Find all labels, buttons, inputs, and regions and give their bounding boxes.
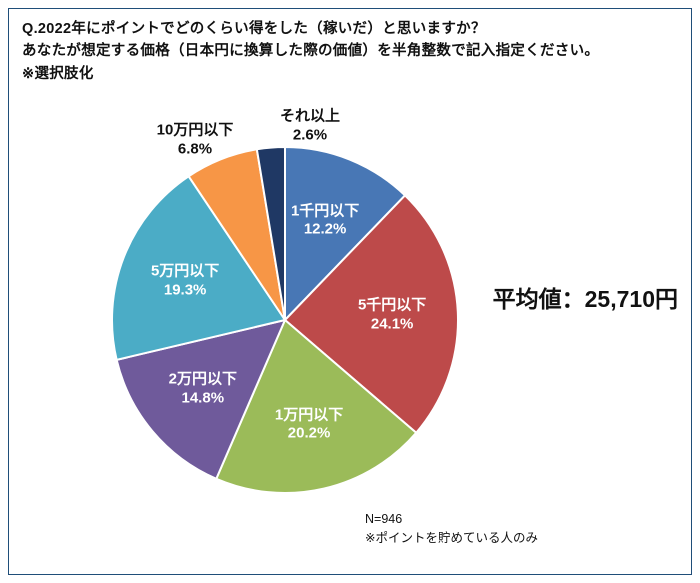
sample-note: N=946 ※ポイントを貯めている人のみ bbox=[365, 510, 538, 548]
average-value: 平均値：25,710円 bbox=[493, 280, 678, 314]
note-line2: ※ポイントを貯めている人のみ bbox=[365, 531, 538, 545]
note-line1: N=946 bbox=[365, 512, 402, 526]
